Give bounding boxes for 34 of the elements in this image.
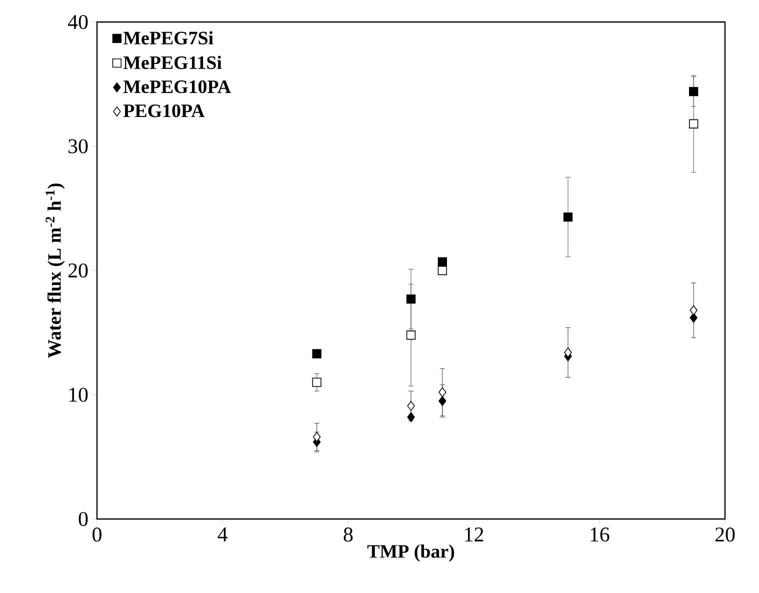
- x-tick-label: 4: [218, 528, 228, 542]
- legend-label: MePEG7Si: [123, 31, 214, 44]
- x-tick-label: 12: [465, 528, 484, 542]
- y-tick-label: 0: [78, 512, 88, 526]
- x-tick-label: 0: [92, 528, 102, 542]
- point: [406, 330, 416, 340]
- point: [312, 432, 321, 442]
- point: [563, 212, 573, 222]
- point: [438, 387, 446, 398]
- point: [689, 119, 698, 128]
- y-axis-title: Water flux (L m$^{-2}$ h$^{-1}$): [46, 184, 65, 358]
- x-tick-label: 20: [715, 528, 735, 542]
- y-tick-label: 30: [68, 139, 88, 154]
- y-tick-label: 10: [69, 388, 88, 402]
- point: [312, 378, 322, 387]
- x-tick-label: 8: [344, 528, 353, 542]
- legend-label: MePEG11Si: [123, 56, 222, 70]
- point: [689, 86, 698, 96]
- point: [407, 412, 415, 422]
- y-tick-label: 20: [68, 263, 88, 278]
- y-tick-label: 40: [68, 14, 88, 30]
- point: [438, 266, 447, 276]
- legend-label: PEG10PA: [123, 104, 205, 118]
- point: [312, 349, 322, 358]
- x-axis-title: TMP (bar): [367, 544, 454, 562]
- point: [438, 396, 446, 406]
- point: [407, 400, 415, 411]
- legend-label: MePEG10PA: [123, 80, 231, 94]
- point: [690, 305, 698, 316]
- x-tick-label: 16: [590, 528, 610, 542]
- point: [564, 348, 572, 358]
- point: [438, 257, 447, 266]
- point: [690, 312, 698, 323]
- point: [406, 294, 416, 304]
